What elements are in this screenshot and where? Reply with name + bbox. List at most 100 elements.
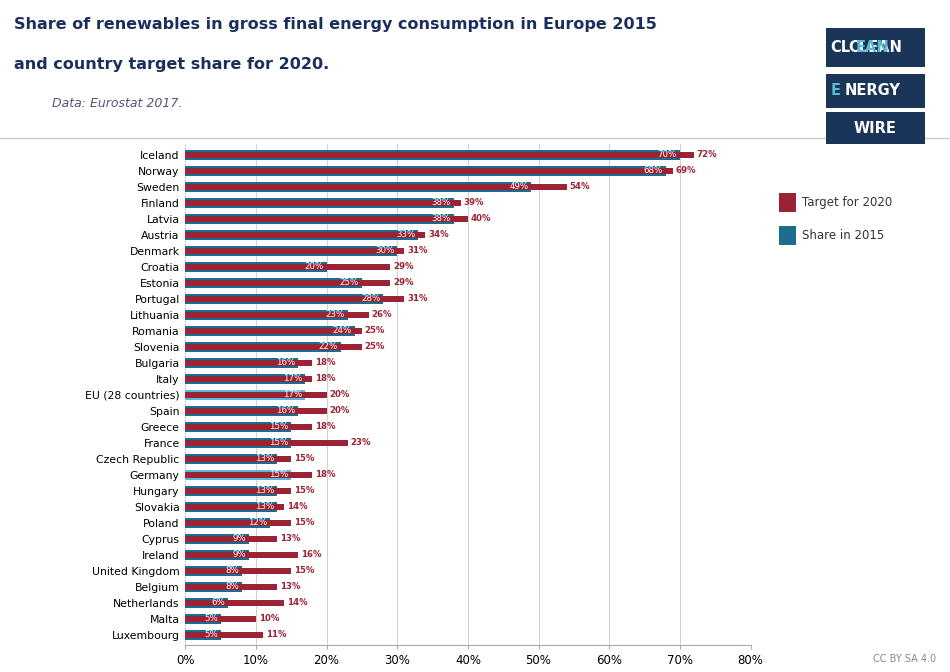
Text: 29%: 29% [393, 278, 413, 288]
Text: 9%: 9% [233, 534, 246, 543]
Bar [185, 198, 454, 208]
Bar [185, 424, 313, 429]
Text: 25%: 25% [340, 278, 359, 288]
Text: 22%: 22% [318, 342, 338, 351]
Bar [185, 534, 249, 544]
Text: CC BY SA 4.0: CC BY SA 4.0 [873, 654, 936, 664]
Text: 15%: 15% [269, 470, 289, 479]
Bar [185, 312, 369, 318]
Text: 18%: 18% [315, 358, 335, 368]
Bar [185, 520, 292, 526]
Text: 6%: 6% [211, 598, 225, 607]
Bar [185, 406, 298, 416]
Text: 34%: 34% [428, 230, 449, 239]
Text: 15%: 15% [269, 422, 289, 431]
Text: 14%: 14% [287, 598, 308, 607]
Bar [185, 582, 241, 592]
Text: 13%: 13% [255, 502, 275, 511]
Bar [185, 600, 284, 605]
Bar [185, 328, 362, 333]
Bar [185, 230, 418, 240]
Text: 18%: 18% [315, 374, 335, 383]
Bar [185, 342, 341, 351]
Bar [185, 280, 390, 286]
Bar [185, 584, 277, 589]
Bar [185, 374, 305, 384]
Text: 23%: 23% [351, 438, 371, 448]
Bar [185, 422, 292, 431]
Text: Data: Eurostat 2017.: Data: Eurostat 2017. [52, 97, 182, 110]
Text: 54%: 54% [570, 182, 590, 192]
Text: E: E [830, 83, 841, 98]
Bar [185, 486, 277, 496]
Text: 15%: 15% [294, 566, 314, 575]
Text: 16%: 16% [276, 358, 295, 368]
Text: 15%: 15% [269, 438, 289, 448]
Bar [185, 550, 249, 560]
Bar [185, 502, 277, 511]
Text: NERGY: NERGY [845, 83, 901, 98]
Text: 12%: 12% [248, 518, 267, 528]
Text: 13%: 13% [280, 582, 300, 591]
Bar [185, 566, 241, 576]
Bar [185, 390, 305, 400]
Text: Target for 2020: Target for 2020 [802, 196, 892, 209]
Text: 17%: 17% [283, 390, 302, 399]
Text: 25%: 25% [365, 342, 385, 351]
Text: 39%: 39% [464, 198, 484, 208]
Bar [185, 182, 531, 192]
Text: 5%: 5% [204, 630, 218, 639]
Bar [185, 454, 277, 464]
Text: 25%: 25% [365, 327, 385, 335]
Text: 20%: 20% [330, 390, 350, 399]
Text: 30%: 30% [375, 247, 394, 255]
Text: 8%: 8% [225, 582, 239, 591]
Bar [185, 440, 348, 446]
Text: 10%: 10% [258, 614, 279, 623]
Text: 11%: 11% [266, 630, 286, 639]
Text: 31%: 31% [408, 294, 428, 303]
Bar [185, 518, 270, 528]
Text: 15%: 15% [294, 518, 314, 528]
Bar [185, 264, 390, 269]
Text: 38%: 38% [431, 214, 451, 223]
Text: 69%: 69% [675, 167, 696, 175]
Bar [185, 200, 461, 206]
Text: Share of renewables in gross final energy consumption in Europe 2015: Share of renewables in gross final energ… [14, 17, 657, 32]
Text: 17%: 17% [283, 374, 302, 383]
Text: 26%: 26% [371, 310, 392, 319]
Text: and country target share for 2020.: and country target share for 2020. [14, 57, 330, 72]
Text: 13%: 13% [255, 487, 275, 495]
Bar [185, 470, 292, 480]
Text: 29%: 29% [393, 262, 413, 271]
Bar [185, 248, 405, 253]
Text: 15%: 15% [294, 487, 314, 495]
Bar [185, 216, 467, 222]
Bar [185, 166, 666, 176]
Text: WIRE: WIRE [854, 121, 897, 136]
Text: 14%: 14% [287, 502, 308, 511]
Text: 20%: 20% [330, 407, 350, 415]
Text: 13%: 13% [280, 534, 300, 543]
Text: 20%: 20% [305, 262, 324, 271]
Bar [185, 278, 362, 288]
Bar [185, 568, 292, 573]
Bar [185, 232, 426, 238]
Bar [185, 614, 220, 624]
Text: 24%: 24% [332, 327, 352, 335]
Bar [185, 296, 405, 302]
Bar [185, 630, 220, 640]
Bar [185, 438, 292, 448]
Text: 33%: 33% [396, 230, 415, 239]
Bar [185, 392, 327, 398]
Bar [185, 214, 454, 224]
Bar [185, 616, 256, 622]
Text: 38%: 38% [431, 198, 451, 208]
Bar [185, 262, 327, 271]
Bar [185, 184, 567, 190]
Text: 18%: 18% [315, 422, 335, 431]
Text: 5%: 5% [204, 614, 218, 623]
Text: 9%: 9% [233, 550, 246, 559]
Bar [185, 488, 292, 493]
Text: EAN: EAN [856, 40, 890, 55]
